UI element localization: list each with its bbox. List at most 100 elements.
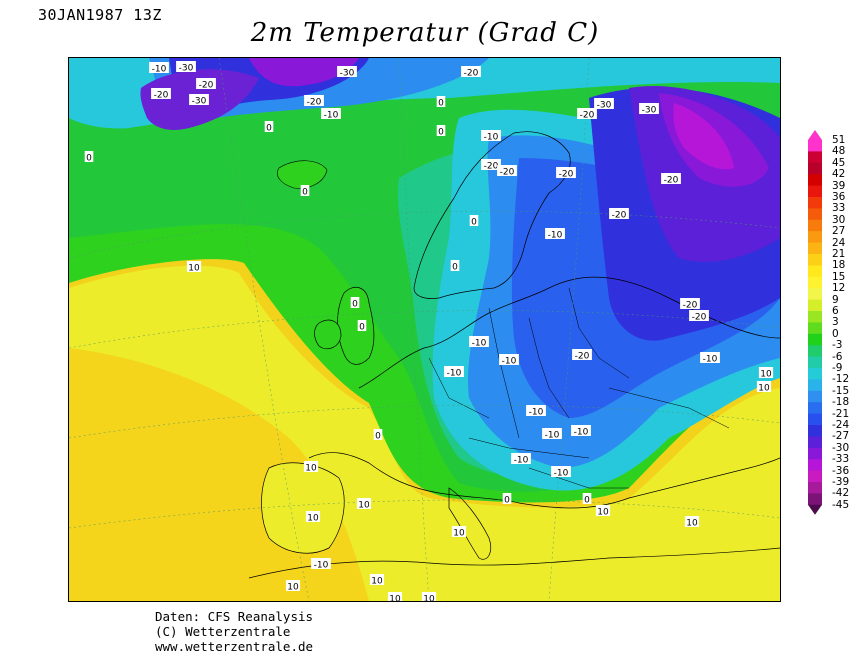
map-title: 2m Temperatur (Grad C): [250, 18, 600, 48]
contour-label-box: [689, 310, 709, 321]
scale-swatch: [808, 368, 822, 380]
contour-label: 0: [584, 496, 590, 506]
scale-swatch: [808, 425, 822, 437]
contour-label-box: [311, 558, 331, 569]
scale-label: -9: [832, 362, 843, 374]
scale-swatch: [808, 254, 822, 266]
contour-label-box: [436, 96, 446, 107]
scale-label: 48: [832, 145, 846, 158]
scale-swatch: [808, 379, 822, 392]
scale-label: -42: [832, 487, 850, 500]
scale-label: 6: [832, 305, 839, 317]
scale-label: -33: [832, 453, 850, 466]
contour-label-box: [444, 366, 464, 377]
contour-label-box: [186, 261, 202, 272]
contour-label-box: [594, 98, 614, 109]
contour-label-box: [84, 151, 94, 162]
contour-label: 0: [352, 300, 358, 310]
scale-swatch: [808, 356, 822, 369]
contour-label: 0: [438, 99, 444, 109]
contour-label-box: [304, 95, 324, 106]
contour-label: -10: [554, 469, 569, 479]
contour-label: -10: [514, 456, 529, 466]
contour-label: 10: [760, 370, 772, 380]
scale-swatch: [808, 140, 822, 152]
contour-label: 10: [597, 508, 609, 518]
contour-label-box: [700, 352, 720, 363]
contour-label: -20: [464, 69, 479, 79]
contour-label-box: [300, 185, 310, 196]
contour-label: -20: [683, 301, 698, 311]
contour-label-box: [356, 498, 372, 509]
contour-label-box: [661, 173, 681, 184]
contour-label-box: [499, 354, 519, 365]
contour-label-box: [357, 320, 367, 331]
contour-label-box: [450, 260, 460, 271]
contour-label-box: [303, 461, 319, 472]
scale-label: 21: [832, 248, 846, 260]
scale-swatch: [808, 345, 822, 357]
contour-label: -20: [575, 352, 590, 362]
scale-label: -6: [832, 350, 843, 363]
contour-label: -10: [545, 431, 560, 441]
contour-label-box: [526, 405, 546, 416]
contour-label: 10: [188, 264, 200, 274]
scale-swatch: [808, 459, 822, 471]
scale-label: 39: [832, 179, 846, 192]
scale-swatch: [808, 493, 822, 506]
contour-label: -20: [559, 170, 574, 180]
scale-label: -12: [832, 373, 850, 386]
contour-label: 0: [359, 323, 365, 333]
contour-label-box: [469, 215, 479, 226]
scale-swatch: [808, 242, 822, 255]
contour-label: 10: [453, 529, 465, 539]
contour-label-box: [684, 516, 700, 527]
contour-label: 10: [305, 464, 317, 474]
color-scale-bar: [808, 130, 822, 515]
scale-label: 33: [832, 202, 846, 215]
scale-label: -27: [832, 430, 850, 443]
scale-label: -30: [832, 441, 850, 454]
contour-label: 0: [438, 128, 444, 138]
scale-swatch: [808, 231, 822, 243]
color-scale: 51 48 45 42 39 36 33 30 27 24 21 18 15 12 9 6 3 0 -3 -6 -9 -1…: [808, 130, 850, 530]
contour-label: 10: [307, 514, 319, 524]
contour-label: 10: [389, 595, 401, 602]
contour-label: -10: [484, 133, 499, 143]
contour-label-box: [545, 228, 565, 239]
contour-label-box: [264, 121, 274, 132]
contour-label-box: [572, 349, 592, 360]
contour-label: 0: [504, 496, 510, 506]
contour-label: -20: [154, 91, 169, 101]
contour-label-box: [481, 159, 501, 170]
contour-label: 10: [686, 519, 698, 529]
contour-label: -10: [548, 231, 563, 241]
scale-label: 30: [832, 213, 846, 226]
contour-label: -10: [703, 355, 718, 365]
contour-label-box: [582, 493, 592, 504]
scale-swatch: [808, 413, 822, 426]
scale-swatch: [808, 276, 822, 289]
contour-label-box: [373, 429, 383, 440]
contour-label: -10: [529, 408, 544, 418]
contour-label: -30: [192, 97, 207, 107]
contour-label-box: [436, 125, 446, 136]
contour-label-box: [189, 94, 209, 105]
scale-label: 3: [832, 316, 839, 329]
scale-top-arrow: [808, 130, 822, 140]
contour-label: -30: [340, 69, 355, 79]
contour-label-box: [542, 428, 562, 439]
scale-swatch: [808, 299, 822, 312]
contour-label: -20: [664, 176, 679, 186]
contour-label: -10: [574, 428, 589, 438]
scale-swatch: [808, 151, 822, 164]
contour-label: 0: [302, 188, 308, 198]
contour-label-box: [321, 108, 341, 119]
credit-url[interactable]: www.wetterzentrale.de: [155, 639, 314, 654]
contour-label-box: [285, 580, 301, 591]
scale-label: 9: [832, 293, 839, 306]
scale-swatch: [808, 447, 822, 460]
scale-label: -3: [832, 339, 843, 352]
credits: Daten: CFS Reanalysis (C) Wetterzentrale…: [155, 609, 313, 654]
temperature-map: -10 -30 -20 -20 -30 -30 -20 -10 0 0 0 0 -20 -30 -20 -30…: [68, 57, 781, 602]
